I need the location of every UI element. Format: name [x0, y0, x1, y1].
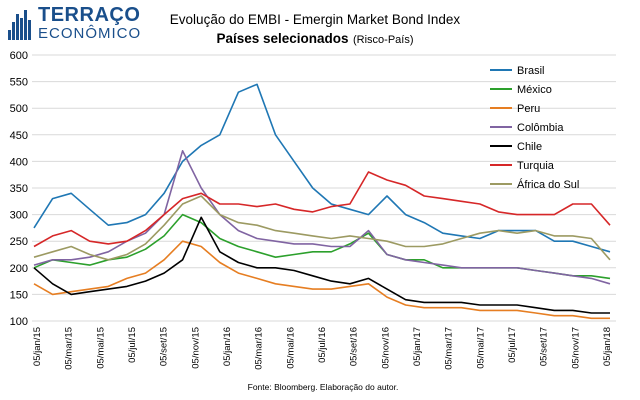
x-tick-label: 05/set/17: [539, 327, 550, 366]
legend-label: Colômbia: [517, 122, 564, 134]
brand-logo-graphic: [8, 10, 31, 40]
brand-name: TERRAÇO: [38, 4, 141, 26]
legend-label: México: [517, 84, 552, 96]
chart-title: Evolução do EMBI - Emergin Market Bond I…: [170, 12, 461, 27]
legend-label: Chile: [517, 141, 542, 153]
x-tick-label: 05/jan/18: [602, 327, 613, 366]
y-tick-label: 250: [10, 236, 28, 248]
subtitle-main: Países selecionados: [216, 31, 348, 46]
y-tick-label: 150: [10, 289, 28, 301]
series-line-2: [33, 240, 610, 320]
y-tick-label: 600: [10, 50, 28, 62]
x-tick-label: 05/nov/16: [380, 327, 391, 369]
y-tick-label: 350: [10, 183, 28, 195]
x-tick-label: 05/mar/15: [64, 327, 75, 370]
brand-logo: TERRAÇO ECONÔMICO: [4, 4, 154, 44]
series-line-0: [33, 83, 611, 253]
chart-subtitle: Países selecionados (Risco-País): [216, 30, 413, 47]
x-tick-label: 05/jan/16: [222, 327, 233, 366]
y-axis: 100 150 200 250 300 350 400 450 500 550 600: [10, 50, 28, 328]
x-tick-label: 05/mai/17: [475, 327, 486, 369]
series-line-4: [33, 216, 610, 314]
y-tick-label: 200: [10, 263, 28, 275]
x-tick-label: 05/set/15: [159, 327, 170, 366]
y-tick-label: 500: [10, 103, 28, 115]
y-tick-label: 450: [10, 130, 28, 142]
x-tick-label: 05/jan/15: [32, 327, 43, 366]
series-lines: [33, 83, 611, 320]
legend-label: Brasil: [517, 65, 545, 77]
x-tick-label: 05/jan/17: [412, 327, 423, 366]
brand-subname: ECONÔMICO: [38, 25, 142, 42]
x-tick-label: 05/mai/15: [95, 327, 106, 369]
x-tick-label: 05/jul/15: [127, 327, 138, 363]
x-tick-label: 05/mar/16: [254, 327, 265, 370]
x-tick-label: 05/mai/16: [285, 327, 296, 369]
y-tick-label: 400: [10, 156, 28, 168]
series-line-5: [33, 171, 611, 248]
chart-source: Fonte: Bloomberg. Elaboração do autor.: [248, 382, 399, 392]
x-tick-label: 05/jul/16: [317, 327, 328, 363]
x-tick-label: 05/set/16: [349, 327, 360, 366]
y-tick-label: 300: [10, 210, 28, 222]
subtitle-paren: (Risco-País): [353, 34, 414, 46]
x-tick-label: 05/nov/17: [570, 327, 581, 369]
x-tick-label: 05/jul/17: [507, 327, 518, 363]
series-line-6: [33, 195, 611, 261]
x-axis: 05/jan/15 05/mar/15 05/mai/15 05/jul/15 05/s…: [32, 327, 613, 370]
legend-label: África do Sul: [517, 178, 579, 191]
legend-label: Peru: [517, 103, 540, 115]
legend: Brasil México Peru Colômbia Chile Turquia Áfri…: [490, 65, 579, 191]
y-tick-label: 550: [10, 77, 28, 89]
x-tick-label: 05/nov/15: [190, 327, 201, 369]
y-tick-label: 100: [10, 316, 28, 328]
legend-label: Turquia: [517, 160, 555, 172]
x-tick-label: 05/mar/17: [444, 327, 455, 370]
